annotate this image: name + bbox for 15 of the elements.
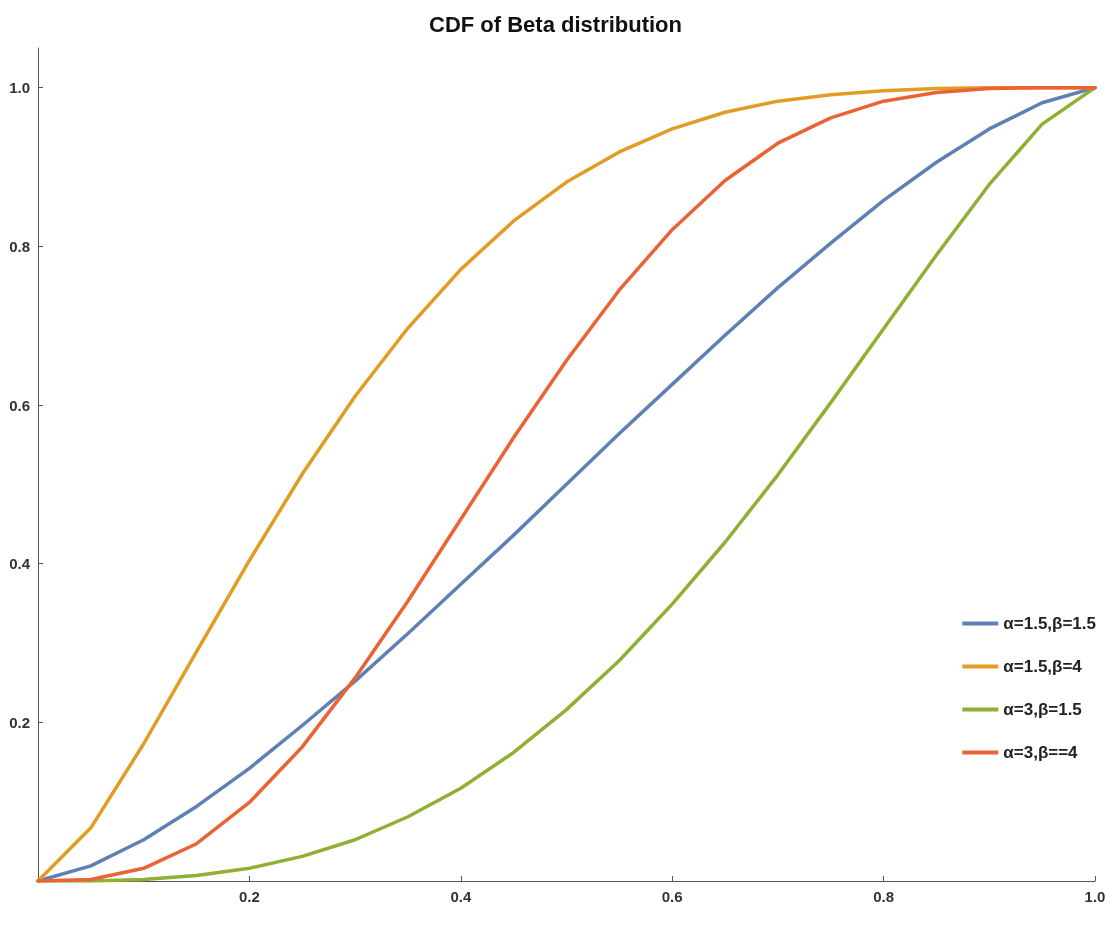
x-tick-label: 1.0 xyxy=(1084,888,1106,905)
legend-label: α=3,β==4 xyxy=(1003,743,1079,762)
y-tick-label: 0.8 xyxy=(9,237,30,255)
y-tick-label: 0.2 xyxy=(9,713,30,731)
legend-label: α=1.5,β=4 xyxy=(1003,657,1083,676)
legend-label: α=1.5,β=1.5 xyxy=(1003,614,1096,633)
y-tick-label: 0.4 xyxy=(9,555,31,573)
x-tick-label: 0.8 xyxy=(873,888,895,905)
chart-title: CDF of Beta distribution xyxy=(429,11,682,37)
y-tick-label: 1.0 xyxy=(9,79,30,97)
x-tick-label: 0.2 xyxy=(238,888,260,905)
x-tick-label: 0.4 xyxy=(450,888,472,905)
legend-label: α=3,β=1.5 xyxy=(1003,700,1082,719)
y-tick-label: 0.6 xyxy=(9,396,30,414)
x-tick-label: 0.6 xyxy=(661,888,683,905)
